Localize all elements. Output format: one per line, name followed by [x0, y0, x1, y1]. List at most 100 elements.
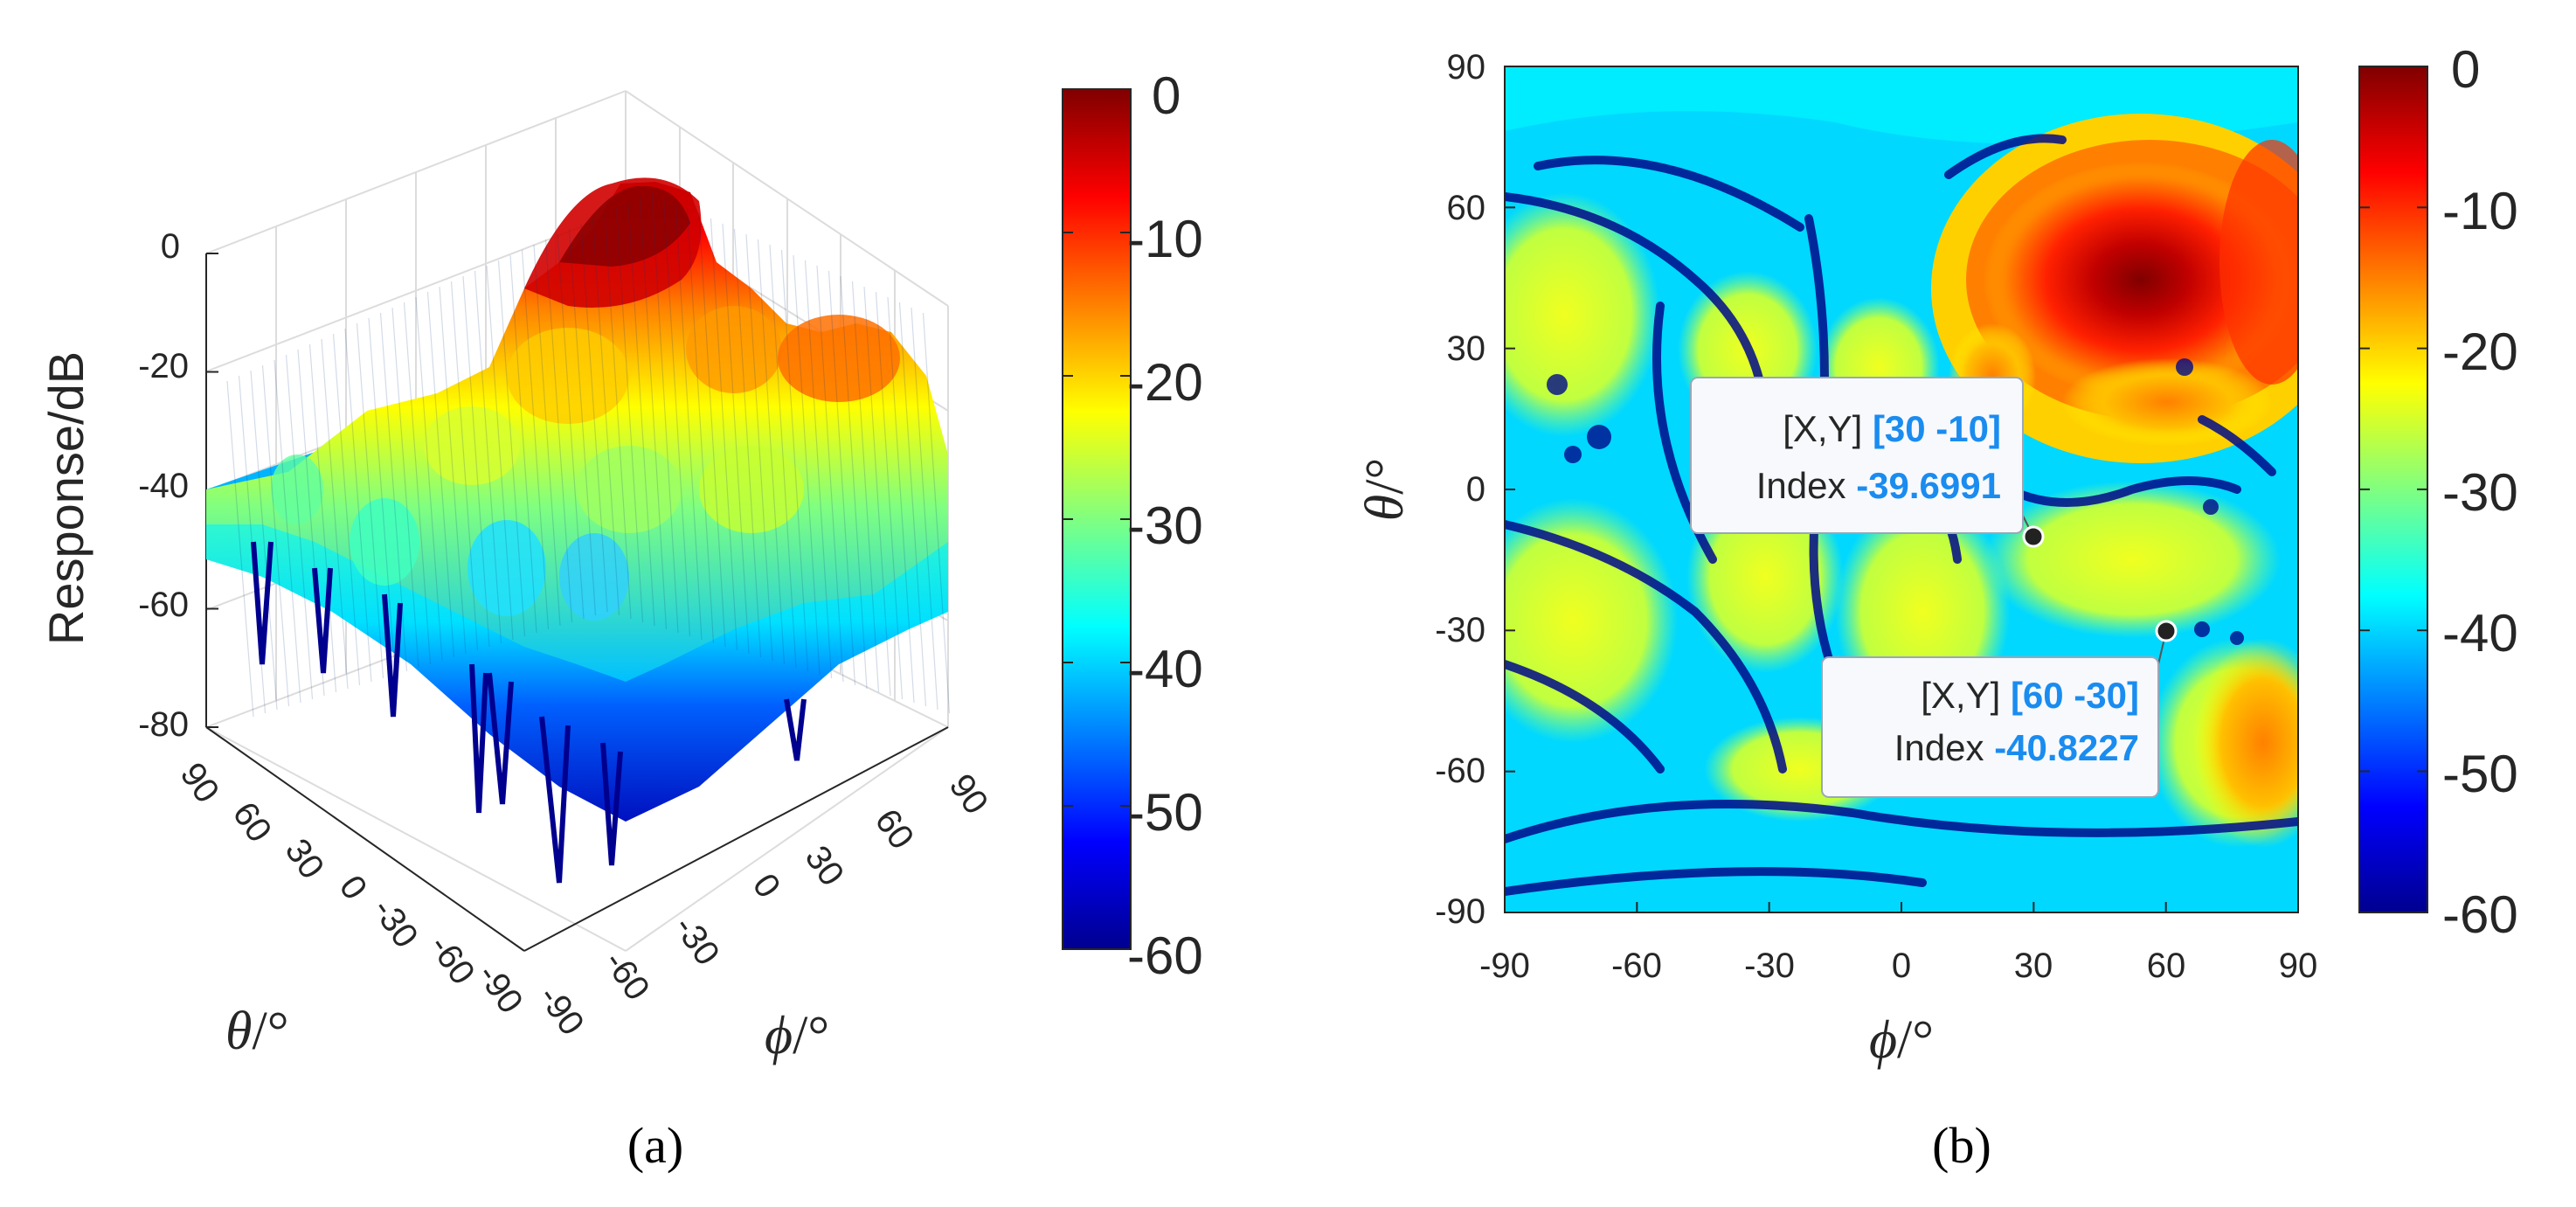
surface-mesh-line	[557, 233, 585, 620]
y-tick-label: -60	[1435, 752, 1485, 790]
colorbar-tick-label: -40	[1127, 640, 1203, 698]
datatip-index-value: -39.6991	[1856, 465, 2001, 506]
y-axis-label: θ/°	[1355, 458, 1415, 522]
x-tick-label: 90	[2279, 947, 2318, 985]
colorbar-tick-label: -20	[1127, 353, 1203, 412]
surface-mesh-line	[604, 212, 632, 620]
colorbar-b: 0 -10 -20 -30 -40 -50 -60	[2358, 40, 2518, 944]
colorbar-tick-label: -10	[2442, 182, 2518, 240]
surface-mesh-line	[462, 275, 490, 648]
y-tick-label: -30	[1435, 611, 1485, 649]
phi-tick-label: 90	[942, 767, 996, 822]
surface-mesh-line	[250, 370, 278, 711]
phi-tick-label: -30	[667, 909, 727, 973]
y-tick-label: 60	[1447, 189, 1486, 227]
colorbar-tick-label: -30	[1127, 496, 1203, 555]
caption-b: (b)	[1932, 1117, 1991, 1174]
surface-mesh-line	[474, 270, 502, 644]
surface-mesh-line	[509, 254, 537, 634]
surface-mesh-line	[379, 312, 408, 672]
surface-mesh-line	[922, 312, 951, 714]
surface-mesh-line	[840, 275, 868, 690]
surface-mesh-line	[710, 218, 738, 651]
surface-mesh-line	[403, 302, 432, 665]
y-tick-label: 90	[1447, 48, 1486, 87]
x-tick-label: -60	[1611, 947, 1662, 985]
surface-mesh-line	[450, 281, 479, 651]
surface-mesh-line	[745, 233, 773, 662]
surface-mesh-line	[780, 249, 809, 672]
colorbar-tick-label: -40	[2442, 604, 2518, 662]
colorbar-tick-label: -10	[1127, 210, 1203, 268]
svg-text:[X,Y] [30 -10]: [X,Y] [30 -10]	[1783, 408, 2001, 449]
surface-mesh-line	[486, 265, 514, 641]
surface-mesh-line	[662, 197, 691, 637]
datatip-xy-value: [60 -30]	[2011, 675, 2139, 716]
datatip[interactable]: [X,Y] [60 -30] Index -40.8227	[1821, 620, 2178, 798]
surface-mesh-line	[521, 249, 550, 630]
surface-mesh-line	[722, 223, 750, 655]
colorbar-tick-label: 0	[1152, 66, 1181, 125]
z-tick-label: -20	[138, 347, 189, 385]
surface-mesh-line	[887, 296, 915, 704]
x-tick-label: 60	[2147, 947, 2186, 985]
surface-mesh-line	[851, 281, 880, 693]
z-axis: 0 -20 -40 -60 -80 Response/dB	[38, 227, 218, 744]
z-axis-label: Response/dB	[38, 351, 93, 645]
datatip-xy-label: [X,Y]	[1921, 675, 2000, 716]
surface-mesh-line	[698, 212, 726, 648]
colorbar-tick-label: -50	[1127, 783, 1203, 842]
colorbar-tick-label: -30	[2442, 463, 2518, 522]
datatip-xy-label: [X,Y]	[1783, 408, 1862, 449]
svg-text:Index -40.8227: Index -40.8227	[1894, 727, 2139, 768]
x-tick-label: 0	[1892, 947, 1911, 985]
theta-tick-label: -30	[365, 891, 426, 955]
surface-mesh-line	[426, 291, 455, 658]
surface-mesh-line	[816, 265, 844, 683]
phi-axis-b: -90 -60 -30 0 30 60 90 ϕ/°	[1479, 947, 2317, 1070]
surface-mesh-line	[675, 202, 703, 641]
surface-mesh-line	[391, 307, 419, 669]
surface	[206, 177, 951, 884]
surface-mesh-line	[332, 333, 361, 686]
svg-text:Index -39.6991: Index -39.6991	[1756, 465, 2001, 506]
surface-mesh-line	[308, 343, 337, 693]
surface-mesh-line	[592, 218, 620, 616]
theta-axis-b: 90 60 30 0 -30 -60 -90 θ/°	[1355, 48, 1485, 931]
surface-mesh-line	[226, 380, 254, 718]
surface-mesh-line	[497, 260, 526, 637]
colorbar-a: 0 -10 -20 -30 -40 -50 -60	[1062, 66, 1203, 985]
phi-axis-label: ϕ/°	[765, 1006, 829, 1065]
surface-mesh-line	[544, 239, 573, 623]
surface-mesh-line	[863, 286, 891, 697]
svg-text:[X,Y] [60 -30]: [X,Y] [60 -30]	[1921, 675, 2139, 716]
surface-mesh-line	[898, 302, 927, 707]
surface-mesh-line	[533, 244, 561, 627]
phi-tick-label: 0	[745, 867, 788, 905]
colorbar-tick-label: -50	[2442, 745, 2518, 803]
surface-mesh-line	[757, 239, 786, 665]
surface-mesh-line	[368, 317, 396, 676]
surface-mesh-line	[828, 270, 856, 686]
x-axis-label: ϕ/°	[1869, 1010, 1934, 1070]
theta-tick-label: 0	[332, 869, 375, 906]
surface-mesh-line	[793, 254, 821, 676]
surface-mesh-line	[415, 296, 443, 662]
datatip[interactable]: [X,Y] [30 -10] Index -39.6991	[1690, 377, 2045, 548]
datatip-marker[interactable]	[2022, 525, 2045, 548]
surface-mesh-line	[285, 354, 314, 700]
surface-mesh-line	[580, 223, 608, 613]
phi-tick-label: 60	[868, 802, 922, 857]
surface-mesh-line	[639, 197, 668, 630]
surface-mesh-line	[439, 286, 467, 655]
x-tick-label: 30	[2014, 947, 2053, 985]
datatip-marker[interactable]	[2155, 620, 2178, 642]
caption-a: (a)	[627, 1117, 683, 1174]
z-tick-label: -80	[138, 705, 189, 744]
datatip-index-label: Index	[1756, 465, 1846, 506]
surface-mesh-line	[321, 338, 349, 690]
surface-mesh-line	[627, 202, 655, 627]
phi-tick-label: -90	[531, 979, 592, 1043]
datatip-index-label: Index	[1894, 727, 1984, 768]
